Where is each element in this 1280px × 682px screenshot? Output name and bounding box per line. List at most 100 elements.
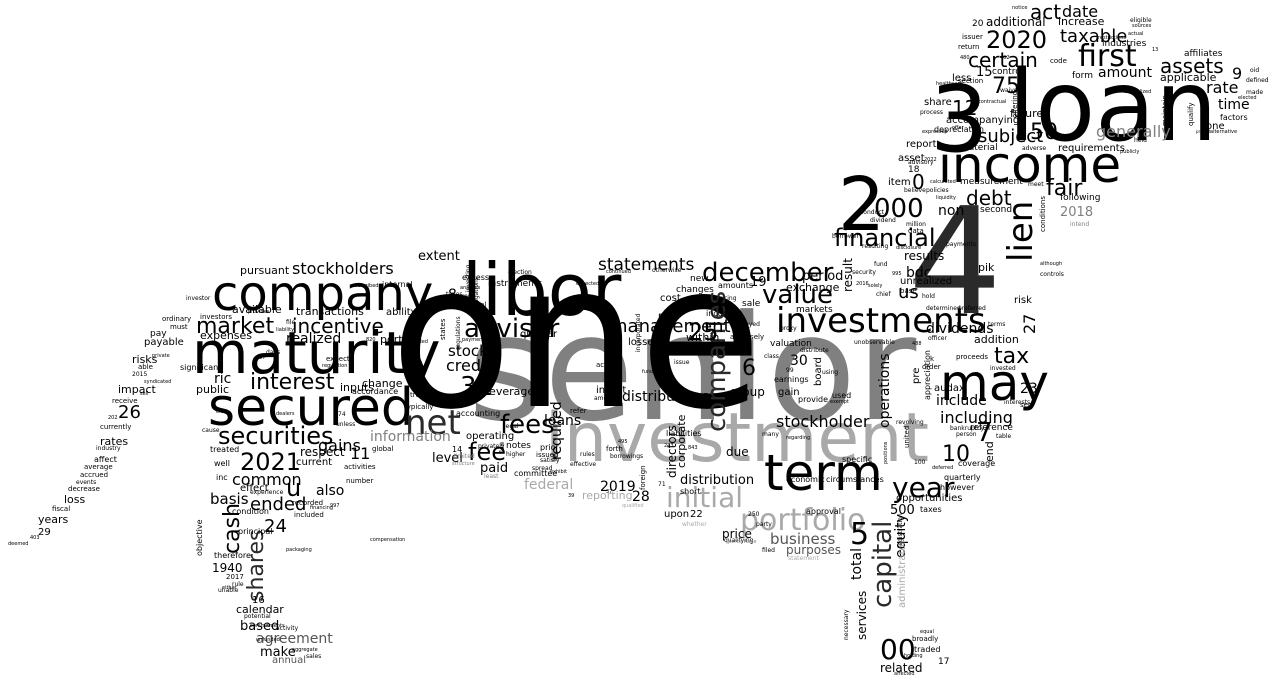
- word-made: made: [1246, 89, 1264, 96]
- word-23: 23: [1020, 381, 1038, 397]
- word-price: price: [722, 527, 752, 541]
- word-administrator: administrator: [897, 540, 908, 608]
- word-base: base: [900, 287, 917, 295]
- word-term: term: [764, 444, 883, 502]
- word-return: return: [958, 43, 980, 51]
- word-second: second: [980, 205, 1013, 215]
- word-receive: receive: [112, 397, 138, 405]
- word-issue: issue: [674, 359, 690, 366]
- word-cause: cause: [202, 427, 220, 434]
- word-adversely: adversely: [730, 333, 765, 341]
- word-invest: invest: [596, 385, 627, 396]
- word-specific: specific: [842, 455, 873, 464]
- word-202: 202: [108, 415, 118, 421]
- word-restrictions: restrictions: [1098, 35, 1126, 41]
- word-events: events: [76, 479, 97, 486]
- word-investors: investors: [200, 313, 233, 321]
- word-upon: upon: [664, 509, 690, 520]
- word-affect: affect: [94, 455, 117, 464]
- word-held: held: [1134, 137, 1147, 144]
- word-borrower: borrower: [832, 233, 859, 240]
- word-delayed: delayed: [736, 321, 760, 328]
- word-payment: payment: [462, 337, 485, 343]
- word-resulting: resulting: [862, 243, 889, 250]
- word-regarding: regarding: [786, 435, 811, 441]
- word-data: data: [908, 227, 924, 235]
- word-potential: potential: [244, 613, 271, 620]
- word-debt: debt: [966, 186, 1012, 210]
- word-offering: offering: [1011, 90, 1019, 118]
- word-provide: provide: [798, 395, 829, 404]
- word-annualized: annualized: [1124, 89, 1152, 95]
- word-0: 0: [912, 170, 925, 194]
- word-payments: payments: [946, 241, 976, 248]
- word-asset: asset: [898, 153, 925, 164]
- word-reporting: reporting: [582, 489, 633, 502]
- word-equal: equal: [920, 629, 934, 635]
- word-loss: loss: [64, 493, 86, 506]
- word-conditions: conditions: [1039, 195, 1047, 232]
- word-spread: spread: [532, 465, 553, 472]
- word-global: global: [372, 445, 394, 453]
- word-fiscal: fiscal: [52, 505, 71, 513]
- word-adverse: adverse: [1022, 145, 1047, 152]
- word-5: 5: [850, 517, 870, 552]
- word-expected: expected: [576, 281, 600, 287]
- word-income: income: [938, 136, 1122, 194]
- word-services: services: [855, 590, 869, 640]
- word-days: days: [266, 349, 281, 356]
- word-notice: notice: [1012, 5, 1028, 11]
- word-accompanying: accompanying: [946, 115, 1020, 126]
- word-500: 500: [890, 503, 915, 518]
- word-least: least: [484, 473, 499, 480]
- word-issuer: issuer: [962, 33, 983, 41]
- word-effective: effective: [570, 461, 597, 468]
- word-available: available: [232, 303, 282, 316]
- word-federal: federal: [524, 477, 574, 493]
- word-16: 16: [252, 595, 265, 606]
- word-valuation: valuation: [770, 339, 812, 349]
- word-many: many: [762, 431, 779, 438]
- word-addition: addition: [974, 333, 1019, 346]
- word-24: 24: [264, 516, 287, 537]
- word-proceeds: proceeds: [956, 353, 989, 361]
- word-approval: approval: [806, 507, 841, 516]
- word-risks: risks: [132, 353, 158, 366]
- word-2022: 2022: [924, 157, 937, 163]
- word-must: must: [170, 323, 188, 331]
- word-additional: additional: [986, 15, 1046, 29]
- word-ric: ric: [214, 371, 232, 387]
- word-contractual: contractual: [978, 99, 1007, 105]
- word-elected: elected: [1238, 95, 1257, 101]
- word-based: based: [240, 619, 280, 634]
- word-requirements: requirements: [1058, 143, 1125, 154]
- word-unobservable: unobservable: [854, 339, 895, 346]
- word-sale: sale: [742, 299, 761, 309]
- word-22: 22: [690, 509, 703, 520]
- word-843: 843: [688, 445, 698, 451]
- word-488: 488: [912, 341, 922, 347]
- word-investment: investment: [545, 399, 929, 478]
- word-net: net: [405, 403, 461, 443]
- word-group: group: [730, 385, 765, 399]
- word-30: 30: [790, 353, 808, 369]
- word-accrued: accrued: [80, 471, 109, 479]
- word-borrowings: borrowings: [610, 453, 644, 460]
- word-information: information: [370, 429, 451, 445]
- word-interests: interests: [1004, 399, 1031, 406]
- word-maintain: maintain: [1161, 95, 1169, 126]
- word-incentive: incentive: [292, 314, 384, 338]
- word-applicable: applicable: [1160, 71, 1217, 84]
- word-paid: paid: [480, 461, 509, 476]
- word-senior: senior: [468, 284, 917, 454]
- word-loans: loans: [544, 413, 582, 429]
- word-revolving: revolving: [896, 419, 924, 426]
- word-497: 497: [256, 355, 266, 361]
- word-sources: sources: [1132, 23, 1152, 29]
- word-holding: holding: [904, 653, 923, 659]
- word-investments: investments: [776, 301, 986, 341]
- word-actual: actual: [1128, 31, 1144, 37]
- word-chief: chief: [876, 291, 891, 298]
- word-2016: 2016: [856, 281, 869, 287]
